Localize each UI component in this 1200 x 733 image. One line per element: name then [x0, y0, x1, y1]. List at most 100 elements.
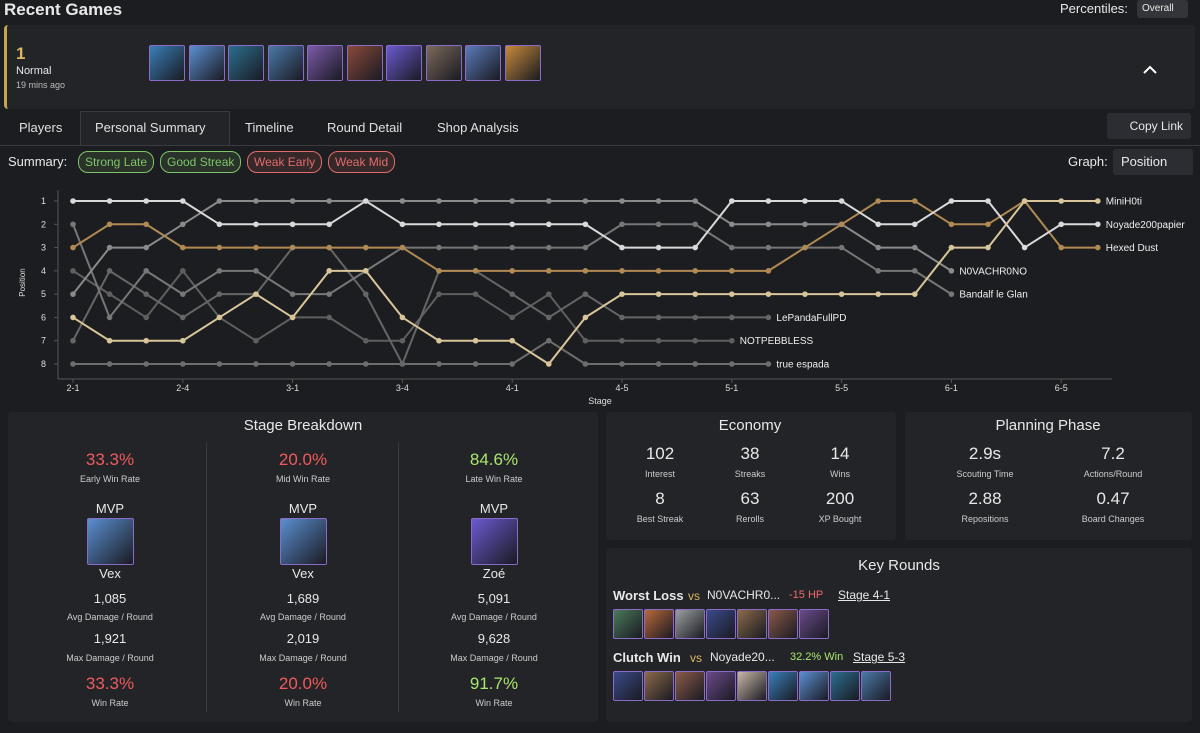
stat-value: 8 [655, 489, 665, 508]
series-point [363, 361, 369, 367]
champion-portrait [307, 45, 343, 81]
x-tick-label: 3-4 [396, 383, 409, 393]
series-point [436, 337, 442, 344]
series-point [216, 314, 223, 321]
series-point [326, 361, 333, 367]
x-axis-label: Stage [588, 396, 612, 406]
series-point [1021, 244, 1028, 251]
series-point [106, 221, 113, 228]
tab[interactable]: Personal Summary [95, 120, 206, 135]
series-point [472, 291, 479, 297]
summary-tag[interactable]: Good Streak [160, 151, 242, 173]
series-end-label: Hexed Dust [1106, 243, 1158, 254]
stat-label: Wins [830, 469, 850, 479]
series-end-label: Noyade200papier [1106, 220, 1186, 231]
series-point [253, 221, 259, 228]
panel-title: Economy [718, 417, 782, 434]
collapse-icon[interactable] [1142, 64, 1158, 76]
series-point [509, 337, 515, 344]
champion-portrait [228, 45, 264, 81]
series-point [363, 244, 369, 251]
stat-label: Repositions [961, 514, 1009, 524]
mvp-name: Zoé [482, 566, 506, 581]
series-point [326, 291, 333, 297]
series-line [72, 199, 1098, 272]
stat-value: 63 [740, 489, 760, 508]
series-point [765, 291, 772, 297]
series-point [875, 268, 881, 274]
series-point [546, 337, 552, 344]
mvp-name: Vex [292, 566, 314, 581]
series-point [692, 198, 698, 204]
series-point [948, 244, 955, 251]
series-point [399, 337, 406, 344]
stat-label: Avg Damage / Round [67, 612, 153, 622]
series-point [1058, 198, 1064, 204]
champion-portrait [799, 609, 829, 639]
round-stage[interactable]: Stage 4-1 [838, 588, 891, 602]
tab[interactable]: Timeline [245, 120, 294, 135]
copy-link-button[interactable]: Copy Link [1107, 113, 1191, 139]
series-point [546, 314, 552, 321]
active-tab-bg [80, 111, 230, 146]
round-opponent: Noyade20... [710, 650, 775, 664]
mvp-label: MVP [479, 501, 509, 516]
series-point [948, 291, 955, 297]
series-point [289, 291, 296, 297]
series-end-label: true espada [776, 360, 829, 371]
summary-tag[interactable]: Weak Mid [328, 151, 396, 173]
series-point [106, 244, 113, 251]
series-point [582, 314, 589, 321]
percentiles-select[interactable]: Overall [1137, 0, 1188, 18]
series-end-label: LePandaFullPD [776, 313, 846, 324]
series-point [582, 198, 589, 204]
series-point [253, 361, 259, 367]
series-point [765, 198, 772, 204]
series-point [729, 361, 735, 367]
series-point [912, 291, 918, 297]
planning-panel [905, 412, 1192, 540]
tab[interactable]: Shop Analysis [437, 120, 519, 135]
graph-select[interactable]: Position [1113, 149, 1193, 175]
round-win-rate: 91.7% [469, 674, 519, 693]
series-point [582, 361, 589, 367]
y-tick-label: 6 [41, 312, 46, 322]
series-point [399, 361, 406, 367]
champion-portrait [149, 45, 185, 81]
series-point [875, 198, 881, 204]
series-point [729, 244, 735, 251]
series-point [692, 361, 698, 367]
champion-portrait [267, 45, 304, 81]
series-line [72, 269, 732, 342]
series-point [143, 244, 149, 251]
y-tick-label: 5 [41, 289, 46, 299]
series-point [363, 337, 369, 344]
series-point [216, 291, 223, 297]
tab[interactable]: Round Detail [327, 120, 403, 135]
round-stage[interactable]: Stage 5-3 [853, 650, 906, 664]
series-point [106, 291, 113, 297]
x-tick-label: 2-4 [176, 383, 189, 393]
champion-portrait [386, 45, 422, 81]
series-point [765, 361, 772, 367]
champion-portrait [644, 609, 674, 639]
series-point [655, 337, 662, 344]
series-point [729, 291, 735, 297]
series-point [143, 337, 149, 344]
series-point [180, 244, 186, 251]
series-point [546, 361, 552, 367]
panel-title: Stage Breakdown [243, 417, 363, 434]
series-point [180, 198, 186, 204]
summary-tag[interactable]: Strong Late [78, 151, 155, 173]
series-point [582, 268, 589, 274]
x-tick-label: 3-1 [286, 383, 299, 393]
tab[interactable]: Players [19, 120, 63, 135]
summary-tag[interactable]: Weak Early [247, 151, 323, 173]
champion-portrait [675, 609, 705, 639]
champion-portrait [504, 45, 541, 81]
series-point [472, 198, 479, 204]
series-point [216, 244, 223, 251]
y-tick-label: 8 [41, 359, 46, 369]
stat-label: Mid Win Rate [275, 474, 331, 484]
champion-portrait [425, 45, 462, 81]
